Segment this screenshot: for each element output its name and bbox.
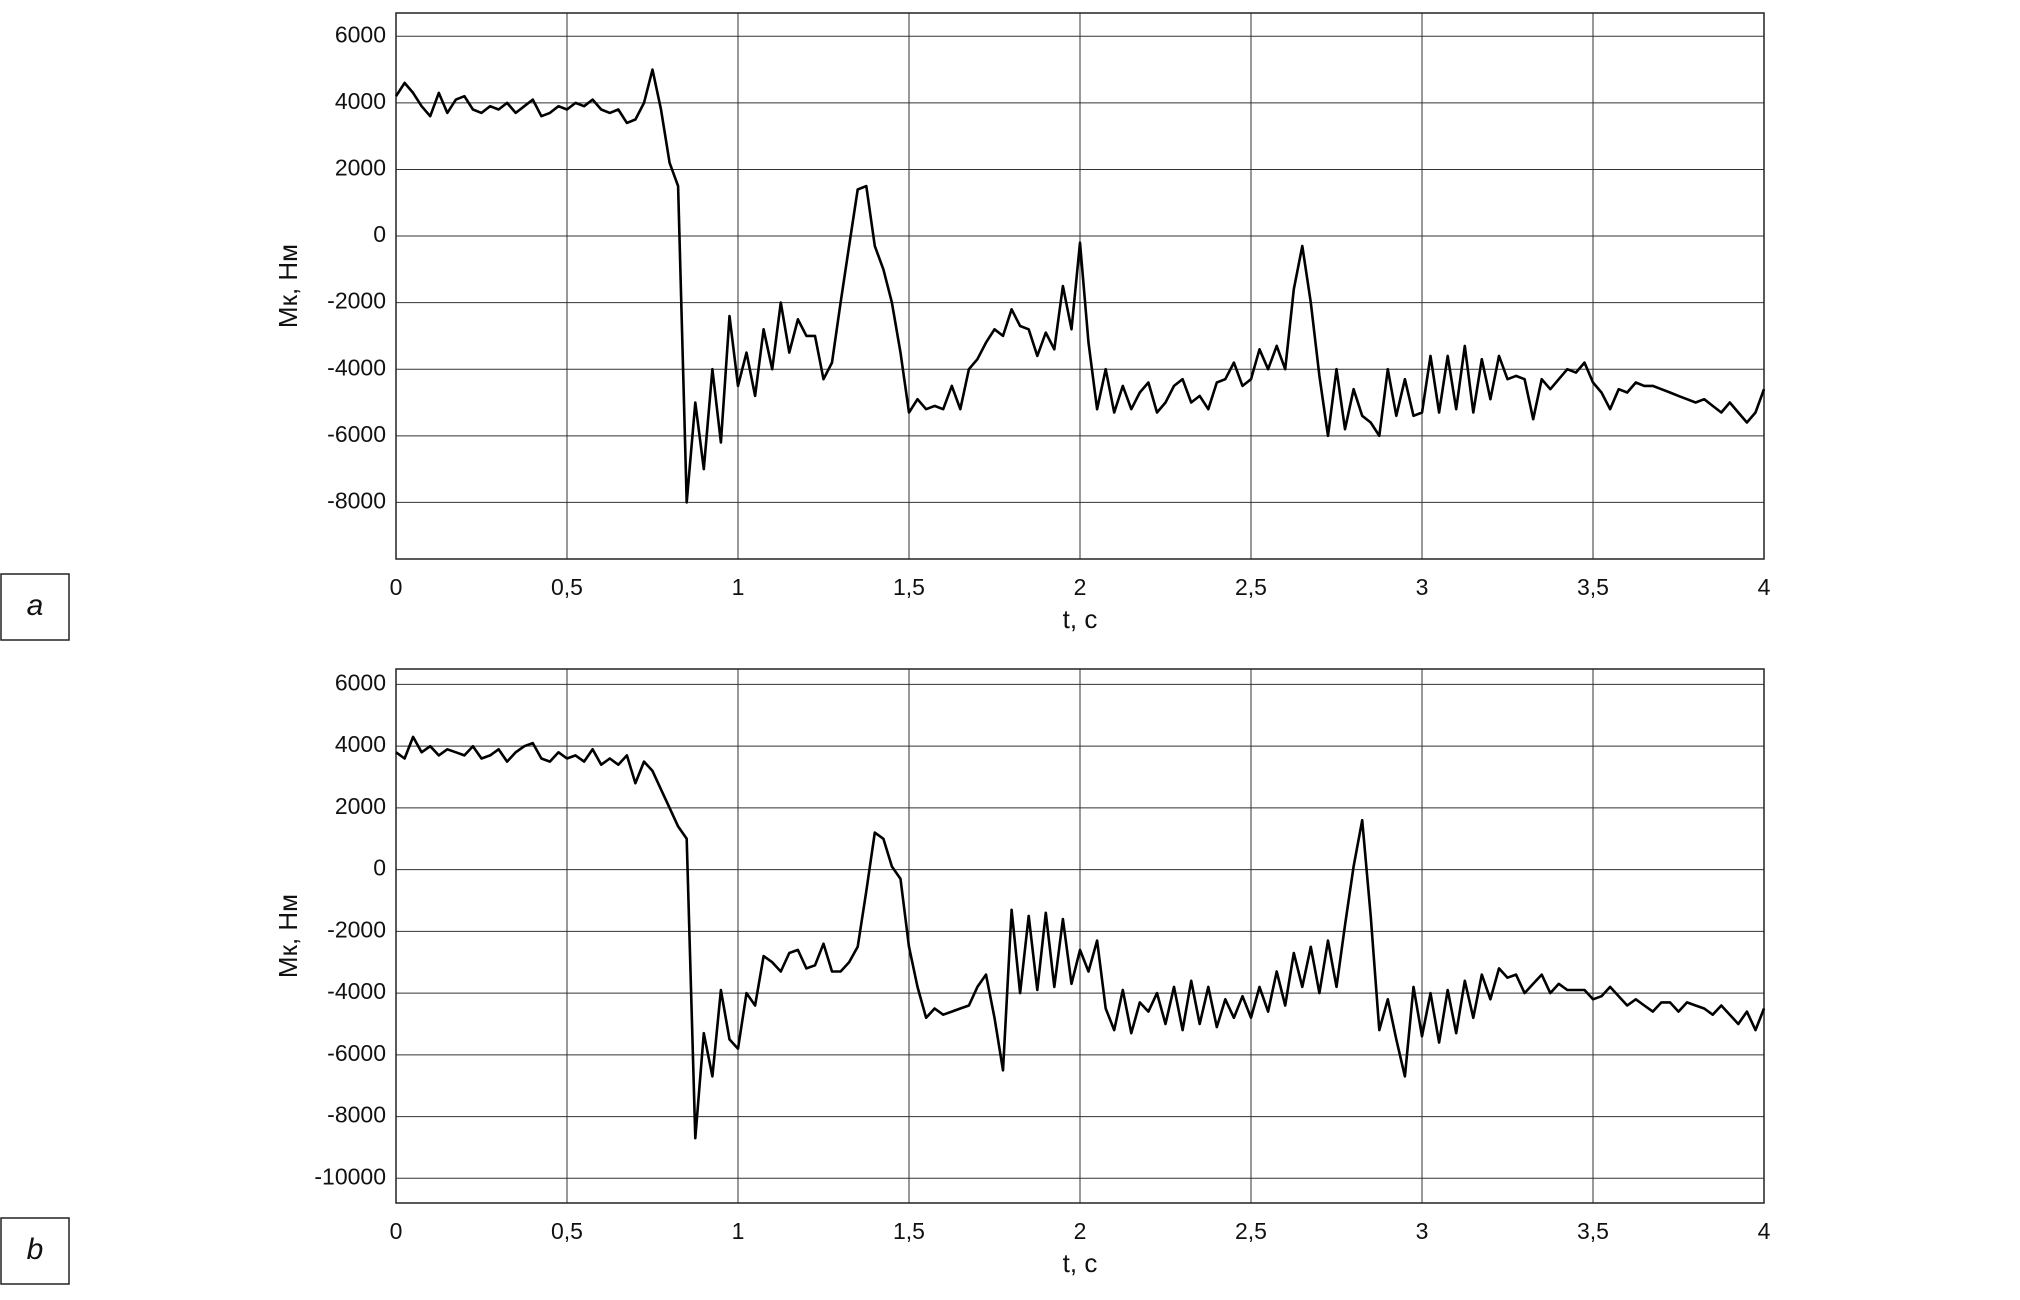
y-tick-label: -8000 [327,1102,386,1128]
y-axis-label: Мк, Нм [273,244,303,328]
y-tick-label: -6000 [327,421,386,447]
y-tick-label: 0 [373,855,386,881]
panel-label-box [0,573,70,641]
y-tick-label: 4000 [335,731,386,757]
x-tick-label: 2,5 [1235,574,1267,600]
y-tick-label: 6000 [335,670,386,696]
panel-label-box [0,1217,70,1285]
data-line [395,735,1766,1140]
y-tick-label: -10000 [314,1163,386,1189]
x-tick-label: 1 [732,1218,745,1244]
x-tick-label: 3 [1416,574,1429,600]
x-tick-label: 0,5 [551,574,583,600]
y-tick-label: 2000 [335,155,386,181]
x-tick-label: 3,5 [1577,574,1609,600]
y-tick-label: 6000 [335,21,386,47]
y-tick-label: -2000 [327,916,386,942]
y-tick-label: -4000 [327,978,386,1004]
x-tick-label: 2 [1074,1218,1087,1244]
x-tick-label: 0 [390,574,403,600]
y-tick-label: 2000 [335,793,386,819]
y-tick-label: -8000 [327,487,386,513]
x-tick-label: 3 [1416,1218,1429,1244]
x-tick-label: 1 [732,574,745,600]
x-tick-label: 1,5 [893,1218,925,1244]
y-axis-label: Мк, Нм [273,894,303,978]
x-tick-label: 3,5 [1577,1218,1609,1244]
y-tick-label: -4000 [327,354,386,380]
y-tick-label: 4000 [335,88,386,114]
x-axis-label: t, c [1063,1248,1098,1278]
y-tick-label: -6000 [327,1040,386,1066]
x-tick-label: 0 [390,1218,403,1244]
x-tick-label: 1,5 [893,574,925,600]
x-tick-label: 2,5 [1235,1218,1267,1244]
y-tick-label: 0 [373,221,386,247]
x-tick-label: 2 [1074,574,1087,600]
panel-label: b [27,1233,44,1266]
plot-frame [395,668,1765,1204]
plot-frame [395,12,1765,560]
data-line [394,68,1766,504]
y-tick-label: -2000 [327,288,386,314]
x-tick-label: 4 [1758,1218,1771,1244]
panel-label: a [27,589,44,622]
x-axis-label: t, c [1063,604,1098,634]
x-tick-label: 0,5 [551,1218,583,1244]
x-tick-label: 4 [1758,574,1771,600]
